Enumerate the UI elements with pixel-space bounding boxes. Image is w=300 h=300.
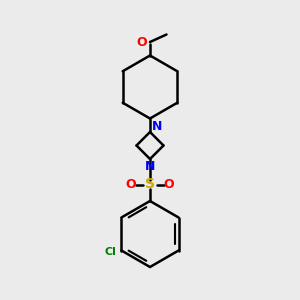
Text: N: N [145,160,155,173]
Text: S: S [145,178,155,191]
Text: Cl: Cl [104,247,116,257]
Text: O: O [126,178,136,191]
Text: O: O [136,35,147,49]
Text: N: N [152,120,162,133]
Text: O: O [164,178,174,191]
